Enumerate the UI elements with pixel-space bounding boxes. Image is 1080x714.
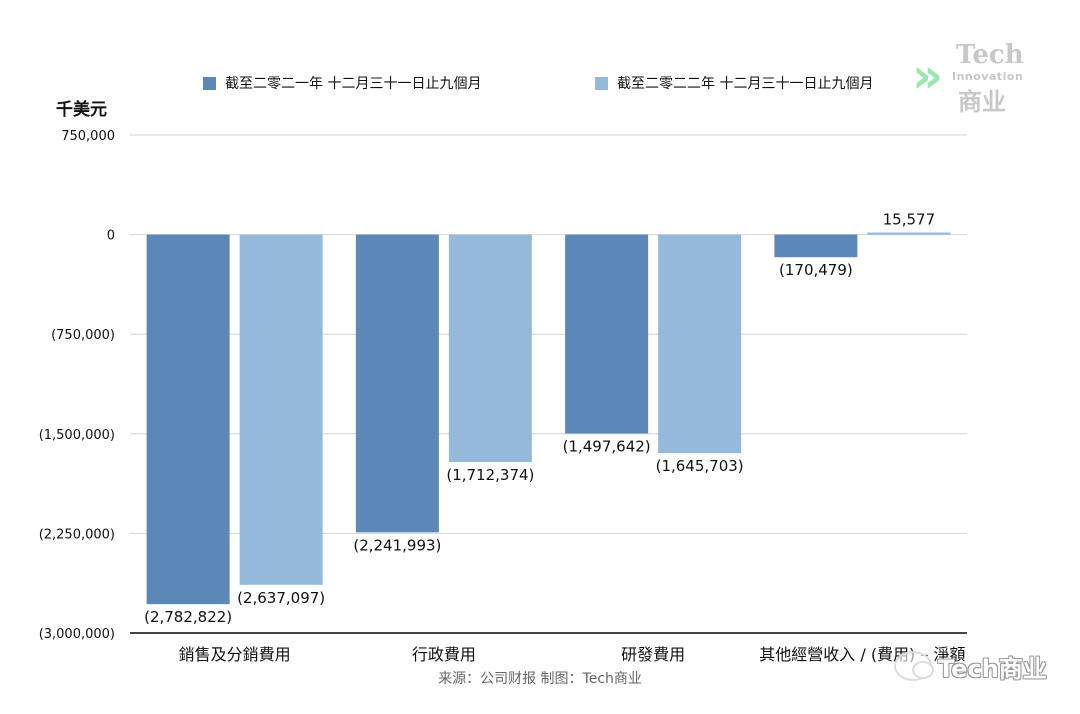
x-tick-label: 行政費用 — [412, 645, 476, 664]
data-label: (2,782,822) — [144, 608, 232, 626]
legend-item-2022: 截至二零二二年 十二月三十一日止九個月 — [595, 73, 873, 93]
data-label: (1,645,703) — [656, 457, 744, 475]
y-tick-label: (750,000) — [51, 328, 115, 343]
logo-text-innovation: Innovation — [952, 70, 1024, 83]
legend-label-2021: 截至二零二一年 十二月三十一日止九個月 — [225, 76, 482, 92]
source-note: 来源：公司财报 制图：Tech商业 — [438, 671, 642, 687]
logo-text-cn: 商业 — [958, 88, 1006, 116]
chevron-logo-icon: » — [912, 48, 944, 104]
data-label: (2,241,993) — [353, 536, 441, 554]
y-axis-unit-label: 千美元 — [56, 100, 107, 120]
data-label: (1,712,374) — [446, 466, 534, 484]
data-label: (2,637,097) — [237, 589, 325, 607]
bar — [448, 234, 532, 463]
bar — [658, 234, 742, 454]
bar — [146, 234, 230, 605]
y-tick-label: (2,250,000) — [39, 527, 115, 542]
y-tick-label: 0 — [107, 229, 115, 244]
data-label: 15,577 — [883, 211, 936, 229]
wechat-watermark: Tech商业 — [894, 648, 1047, 684]
bar — [774, 234, 858, 258]
bar — [239, 234, 323, 585]
data-label: (1,497,642) — [563, 437, 651, 455]
watermark-text: Tech商业 — [938, 654, 1047, 683]
legend-swatch-2021 — [203, 76, 216, 90]
x-tick-label: 銷售及分銷費用 — [179, 645, 291, 664]
y-tick-label: (3,000,000) — [39, 627, 115, 642]
data-label: (170,479) — [779, 261, 853, 279]
tech-innovation-logo: » Tech Innovation 商业 — [912, 40, 1042, 116]
y-tick-label: (1,500,000) — [39, 428, 115, 443]
legend-item-2021: 截至二零二一年 十二月三十一日止九個月 — [203, 73, 481, 93]
bar — [355, 234, 439, 533]
bar — [565, 234, 649, 434]
bar — [867, 232, 951, 235]
legend-label-2022: 截至二零二二年 十二月三十一日止九個月 — [617, 76, 874, 92]
legend-swatch-2022 — [595, 76, 608, 90]
y-tick-label: 750,000 — [61, 129, 115, 144]
logo-text-tech: Tech — [956, 40, 1024, 70]
wechat-icon — [894, 651, 934, 681]
x-tick-label: 研發費用 — [621, 645, 685, 664]
